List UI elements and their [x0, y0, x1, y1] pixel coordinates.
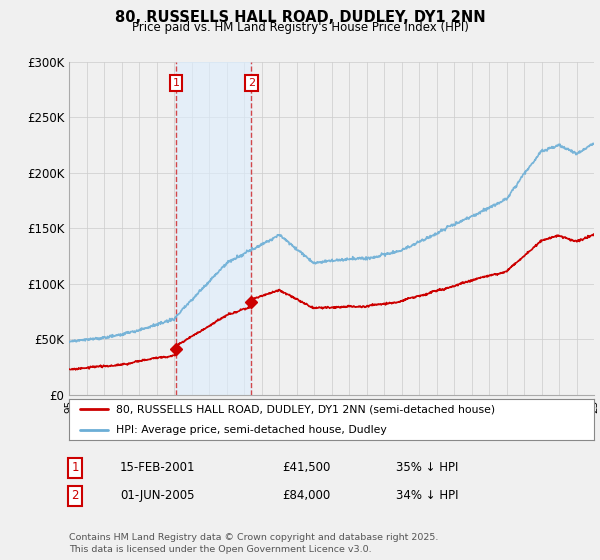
Bar [176, 62, 251, 395]
Text: 2: 2 [248, 78, 255, 88]
Text: 34% ↓ HPI: 34% ↓ HPI [396, 489, 458, 502]
Text: Contains HM Land Registry data © Crown copyright and database right 2025.
This d: Contains HM Land Registry data © Crown c… [69, 533, 439, 554]
Text: 35% ↓ HPI: 35% ↓ HPI [396, 461, 458, 474]
Text: 1: 1 [173, 78, 179, 88]
Text: HPI: Average price, semi-detached house, Dudley: HPI: Average price, semi-detached house,… [116, 424, 387, 435]
Text: 1: 1 [71, 461, 79, 474]
Text: 15-FEB-2001: 15-FEB-2001 [120, 461, 196, 474]
Text: 2: 2 [71, 489, 79, 502]
Text: 80, RUSSELLS HALL ROAD, DUDLEY, DY1 2NN: 80, RUSSELLS HALL ROAD, DUDLEY, DY1 2NN [115, 10, 485, 25]
Text: 01-JUN-2005: 01-JUN-2005 [120, 489, 194, 502]
Text: 80, RUSSELLS HALL ROAD, DUDLEY, DY1 2NN (semi-detached house): 80, RUSSELLS HALL ROAD, DUDLEY, DY1 2NN … [116, 404, 496, 414]
Text: £84,000: £84,000 [282, 489, 330, 502]
Text: Price paid vs. HM Land Registry's House Price Index (HPI): Price paid vs. HM Land Registry's House … [131, 21, 469, 34]
Text: £41,500: £41,500 [282, 461, 331, 474]
